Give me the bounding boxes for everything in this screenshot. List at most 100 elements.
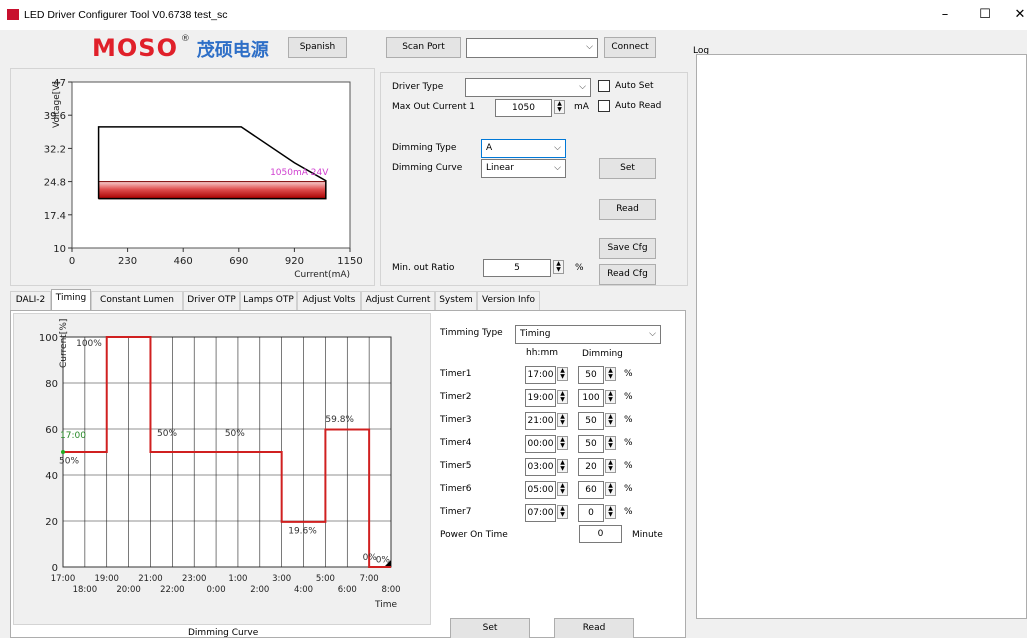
scan-port-button[interactable]: Scan Port <box>386 37 461 58</box>
tab-version-info[interactable]: Version Info <box>477 291 540 310</box>
min-ratio-input[interactable]: 5 <box>483 259 551 277</box>
x-axis-label: Current(mA) <box>294 270 350 280</box>
x-tick-label: 20:00 <box>116 585 141 595</box>
timer-time-spinner[interactable]: ▲ ▼ <box>557 390 568 404</box>
timing-type-select[interactable]: Timing ⌵ <box>515 325 661 344</box>
tab-adjust-volts[interactable]: Adjust Volts <box>297 291 361 310</box>
timer-dim-input[interactable]: 0 <box>578 504 604 522</box>
timer-dim-input[interactable]: 100 <box>578 389 604 407</box>
timer-time-input[interactable]: 03:00 <box>525 458 556 476</box>
dimming-type-select[interactable]: A ⌵ <box>481 139 566 158</box>
logo-text: MOSO <box>92 34 178 62</box>
y-tick-label: 24.8 <box>44 178 66 189</box>
log-textarea[interactable] <box>696 54 1027 619</box>
timer-label: Timer4 <box>440 438 472 448</box>
timer-dim-spinner[interactable]: ▲ ▼ <box>605 367 616 381</box>
timer-time-input[interactable]: 17:00 <box>525 366 556 384</box>
start-marker <box>61 450 65 454</box>
close-button[interactable]: ✕ <box>1014 7 1026 22</box>
point-label: 19.6% <box>288 527 317 537</box>
power-on-input[interactable]: 0 <box>579 525 622 543</box>
settings-set-button[interactable]: Set <box>599 158 656 179</box>
max-out-spinner[interactable]: ▲ ▼ <box>554 100 565 114</box>
timer-time-spinner[interactable]: ▲ ▼ <box>557 436 568 450</box>
connect-button[interactable]: Connect <box>604 37 656 58</box>
timer-dim-spinner[interactable]: ▲ ▼ <box>605 505 616 519</box>
maximize-button[interactable]: ☐ <box>979 7 991 22</box>
minimize-button[interactable]: – <box>941 7 949 22</box>
plot-area <box>71 81 351 249</box>
timer-time-spinner[interactable]: ▲ ▼ <box>557 459 568 473</box>
timer-dim-input[interactable]: 50 <box>578 366 604 384</box>
point-label: 50% <box>225 429 245 439</box>
x-tick-label: 690 <box>229 256 248 267</box>
timer-dim-spinner[interactable]: ▲ ▼ <box>605 413 616 427</box>
chevron-down-icon: ⌵ <box>554 163 561 173</box>
point-label: 50% <box>157 429 177 439</box>
timer-time-spinner[interactable]: ▲ ▼ <box>557 505 568 519</box>
timer-time-spinner[interactable]: ▲ ▼ <box>557 482 568 496</box>
timer-label: Timer3 <box>440 415 472 425</box>
dimming-type-label: Dimming Type <box>392 143 457 153</box>
timer-time-spinner[interactable]: ▲ ▼ <box>557 367 568 381</box>
timing-set-button[interactable]: Set <box>450 618 530 638</box>
timer-dim-spinner[interactable]: ▲ ▼ <box>605 390 616 404</box>
min-ratio-spinner[interactable]: ▲ ▼ <box>553 260 564 274</box>
x-tick-label: 0:00 <box>207 585 226 595</box>
timer-label: Timer5 <box>440 461 472 471</box>
dimming-curve-value: Linear <box>486 163 514 173</box>
save-cfg-button[interactable]: Save Cfg <box>599 238 656 259</box>
spanish-button[interactable]: Spanish <box>288 37 347 58</box>
timer-time-value: 07:00 <box>527 508 554 518</box>
tab-constant-lumen[interactable]: Constant Lumen <box>91 291 183 310</box>
x-tick-label: 17:00 <box>51 574 76 584</box>
auto-set-checkbox[interactable] <box>598 80 610 92</box>
tab-system[interactable]: System <box>435 291 477 310</box>
timer-dim-input[interactable]: 50 <box>578 412 604 430</box>
x-axis-label: Time <box>374 600 397 610</box>
auto-read-checkbox[interactable] <box>598 100 610 112</box>
tab-timing[interactable]: Timing <box>51 289 91 310</box>
tab-driver-otp[interactable]: Driver OTP <box>183 291 240 310</box>
y-tick-label: 60 <box>45 425 58 436</box>
timer-time-input[interactable]: 05:00 <box>525 481 556 499</box>
driver-type-select[interactable]: ⌵ <box>465 78 591 97</box>
timer-dim-input[interactable]: 60 <box>578 481 604 499</box>
timer-time-input[interactable]: 07:00 <box>525 504 556 522</box>
dimming-curve-caption: Dimming Curve <box>188 628 259 638</box>
timer-time-spinner[interactable]: ▲ ▼ <box>557 413 568 427</box>
x-tick-label: 2:00 <box>250 585 269 595</box>
timer-time-value: 17:00 <box>527 370 554 380</box>
timing-read-button[interactable]: Read <box>554 618 634 638</box>
y-tick-label: 39.6 <box>44 111 66 122</box>
timer-time-input[interactable]: 00:00 <box>525 435 556 453</box>
timer-time-input[interactable]: 21:00 <box>525 412 556 430</box>
max-out-input[interactable]: 1050 <box>495 99 552 117</box>
x-tick-label: 0 <box>69 256 75 267</box>
timer-dim-spinner[interactable]: ▲ ▼ <box>605 436 616 450</box>
read-cfg-button[interactable]: Read Cfg <box>599 264 656 285</box>
timer-time-input[interactable]: 19:00 <box>525 389 556 407</box>
max-out-unit: mA <box>574 102 589 112</box>
port-select[interactable]: ⌵ <box>466 38 598 58</box>
logo-registered: ® <box>180 34 190 44</box>
x-tick-label: 7:00 <box>360 574 379 584</box>
timer-dim-spinner[interactable]: ▲ ▼ <box>605 459 616 473</box>
vi-chart: 10 17.4 24.8 32.2 39.6 47 0 230 460 690 920 1150 Vol… <box>44 78 363 280</box>
title-bar: LED Driver Configurer Tool V0.6738 test_… <box>0 0 1027 30</box>
tab-adjust-current[interactable]: Adjust Current <box>361 291 435 310</box>
timer-dim-input[interactable]: 50 <box>578 435 604 453</box>
settings-read-button[interactable]: Read <box>599 199 656 220</box>
window-title: LED Driver Configurer Tool V0.6738 test_… <box>24 9 228 21</box>
timer-label: Timer2 <box>440 392 472 402</box>
x-tick-label: 5:00 <box>316 574 335 584</box>
tab-dali2[interactable]: DALI-2 <box>10 291 51 310</box>
timer-dim-value: 50 <box>585 416 597 426</box>
timer-dim-input[interactable]: 20 <box>578 458 604 476</box>
y-tick-label: 80 <box>45 379 58 390</box>
timer-dim-spinner[interactable]: ▲ ▼ <box>605 482 616 496</box>
timer-percent: % <box>624 392 633 402</box>
tab-lamps-otp[interactable]: Lamps OTP <box>240 291 297 310</box>
dimming-curve-select[interactable]: Linear ⌵ <box>481 159 566 178</box>
x-tick-label: 230 <box>118 256 137 267</box>
